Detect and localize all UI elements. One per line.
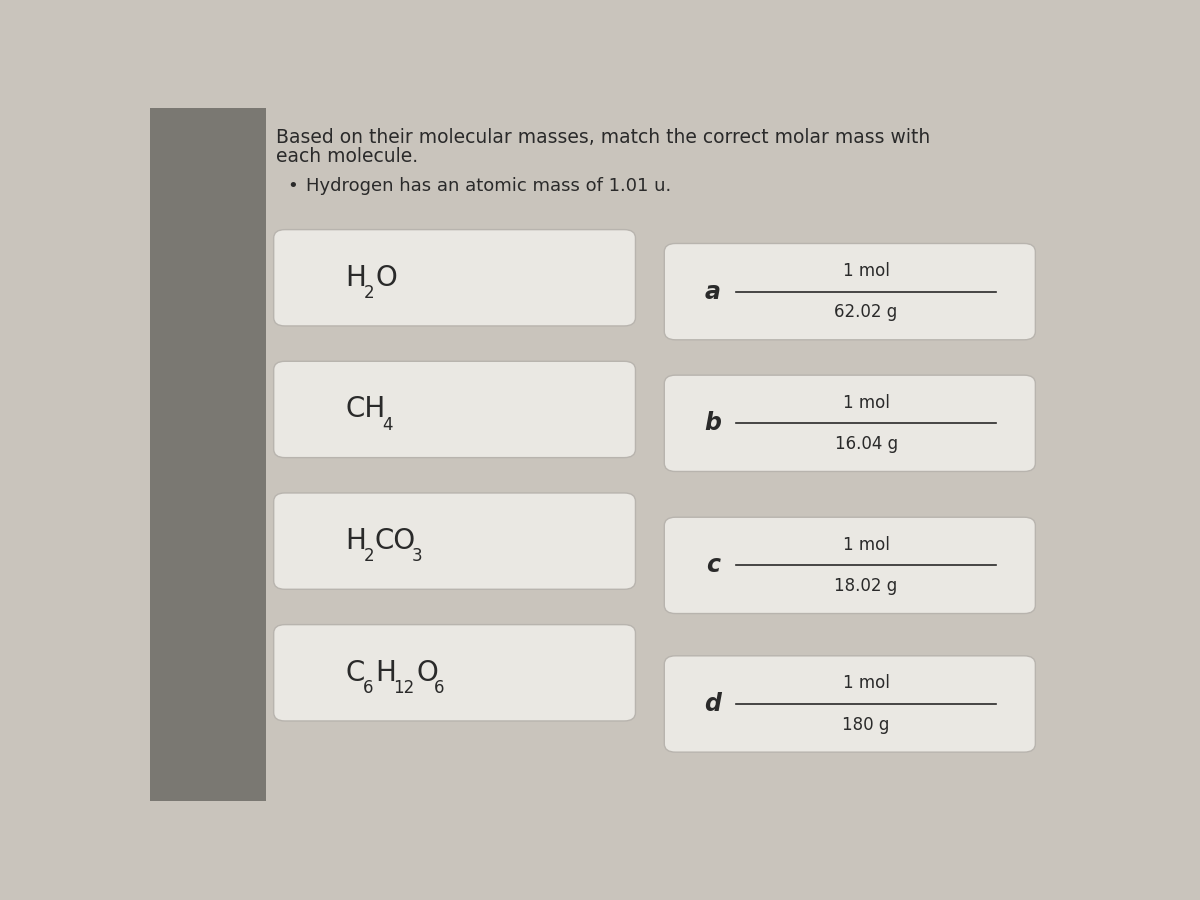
FancyBboxPatch shape [274, 493, 636, 590]
Text: H: H [346, 264, 366, 292]
FancyBboxPatch shape [665, 244, 1036, 340]
Text: 3: 3 [412, 547, 422, 565]
Text: a: a [704, 280, 721, 303]
FancyBboxPatch shape [665, 656, 1036, 752]
FancyBboxPatch shape [150, 108, 266, 801]
Text: 62.02 g: 62.02 g [834, 303, 898, 321]
Text: 12: 12 [394, 679, 415, 697]
Text: H: H [374, 659, 396, 687]
Text: 1 mol: 1 mol [842, 262, 889, 280]
Text: 1 mol: 1 mol [842, 393, 889, 411]
Text: 2: 2 [364, 547, 374, 565]
Text: O: O [416, 659, 438, 687]
Text: 180 g: 180 g [842, 716, 889, 733]
Text: c: c [706, 554, 720, 578]
Text: CO: CO [374, 527, 416, 555]
Text: 1 mol: 1 mol [842, 674, 889, 692]
Text: O: O [376, 264, 397, 292]
FancyBboxPatch shape [274, 230, 636, 326]
Text: C: C [346, 659, 365, 687]
FancyBboxPatch shape [274, 625, 636, 721]
Text: each molecule.: each molecule. [276, 147, 418, 166]
Text: H: H [346, 527, 366, 555]
Text: d: d [704, 692, 721, 716]
Text: Hydrogen has an atomic mass of 1.01 u.: Hydrogen has an atomic mass of 1.01 u. [306, 176, 672, 194]
Text: 18.02 g: 18.02 g [834, 577, 898, 595]
FancyBboxPatch shape [665, 375, 1036, 472]
FancyBboxPatch shape [274, 361, 636, 457]
Text: Based on their molecular masses, match the correct molar mass with: Based on their molecular masses, match t… [276, 128, 930, 147]
Text: 2: 2 [364, 284, 374, 302]
Text: CH: CH [346, 395, 385, 424]
Text: 1 mol: 1 mol [842, 536, 889, 554]
Text: 6: 6 [434, 679, 444, 697]
Text: 16.04 g: 16.04 g [834, 435, 898, 453]
Text: b: b [704, 411, 721, 436]
Text: 6: 6 [364, 679, 373, 697]
Text: •: • [288, 176, 299, 194]
Text: 4: 4 [383, 416, 394, 434]
FancyBboxPatch shape [665, 518, 1036, 614]
